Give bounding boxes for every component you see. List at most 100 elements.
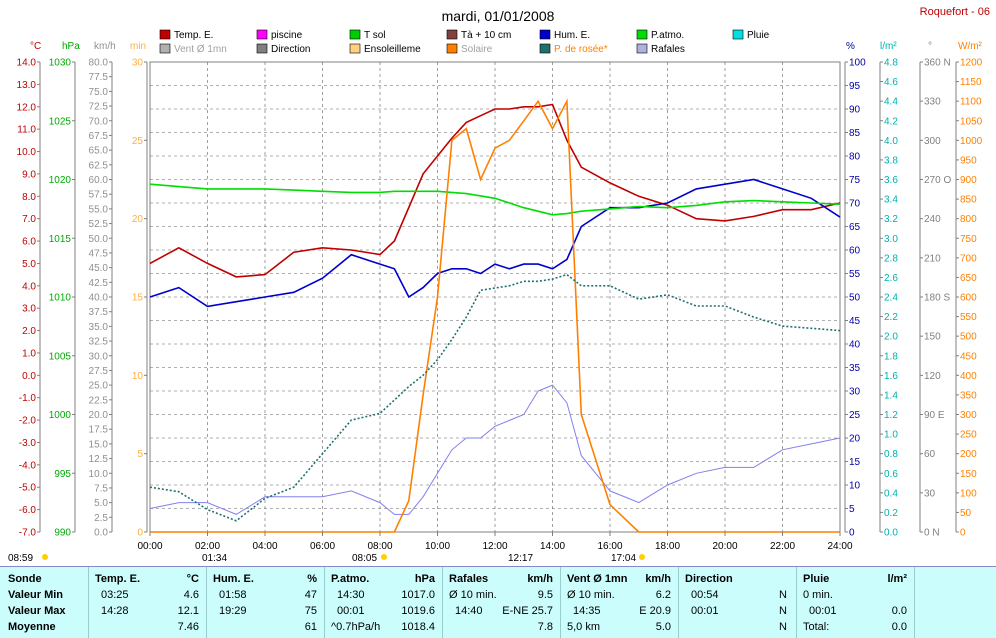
patmo-min-value: 1017.0: [401, 589, 435, 601]
temp-tick-label: 0.0: [22, 371, 36, 382]
wm2-tick-label: 850: [960, 195, 977, 206]
pct-tick-label: 5: [849, 504, 855, 515]
wm2-tick-label: 550: [960, 312, 977, 323]
rain-tick-label: 0.8: [884, 449, 898, 460]
legend-swatch: [636, 43, 648, 54]
legend-label: P. de rosée*: [554, 44, 608, 55]
pct-tick-label: 75: [849, 175, 861, 186]
legend-label: Ensoleilleme: [364, 44, 421, 55]
min-tick-label: 30: [132, 58, 144, 69]
patmo-max-value: 1019.6: [401, 605, 435, 617]
rain-tick-label: 1.4: [884, 390, 898, 401]
rafales-min-value: 9.5: [537, 589, 553, 601]
legend-label: Rafales: [651, 44, 685, 55]
direction-max-value: N: [779, 605, 787, 617]
wm2-tick-label: 150: [960, 469, 977, 480]
rain-axis-unit: l/m²: [880, 41, 897, 52]
pct-tick-label: 70: [849, 199, 861, 210]
rain-tick-label: 4.6: [884, 77, 898, 88]
pct-axis-unit: %: [846, 41, 855, 52]
x-tick-label: 20:00: [712, 541, 737, 552]
sun-icon: [42, 554, 48, 560]
min-tick-label: 5: [137, 449, 143, 460]
rain-tick-label: 3.0: [884, 234, 898, 245]
hpa-tick-label: 1010: [49, 293, 72, 304]
legend-label: piscine: [271, 30, 303, 41]
kmh-tick-label: 42.5: [89, 278, 109, 289]
kmh-tick-label: 80.0: [89, 58, 109, 69]
vent-max-value: E 20.9: [639, 605, 671, 617]
hum-min-time: 01:58: [219, 589, 247, 601]
wm2-tick-label: 600: [960, 293, 977, 304]
dir-tick-label: 240: [924, 214, 941, 225]
pct-tick-label: 85: [849, 128, 861, 139]
kmh-tick-label: 57.5: [89, 190, 109, 201]
axes: °C 14.0 13.0 12.0 11.0 10.0 9.0 8.0 7.0 6.0 5.0 4.0…: [17, 41, 983, 539]
dir-tick-label: 300: [924, 136, 941, 147]
temp-tick-label: -1.0: [19, 393, 37, 404]
pct-tick-label: 90: [849, 105, 861, 116]
wm2-tick-label: 1150: [960, 77, 982, 88]
legend-label: Vent Ø 1mn: [174, 44, 227, 55]
kmh-tick-label: 0.0: [94, 528, 108, 539]
rain-tick-label: 3.6: [884, 175, 898, 186]
kmh-tick-label: 22.5: [89, 395, 109, 406]
wm2-tick-label: 950: [960, 155, 977, 166]
patmo-unit: hPa: [414, 573, 435, 585]
kmh-tick-label: 52.5: [89, 219, 109, 230]
rafales-avg-value: 7.8: [537, 621, 553, 633]
row-label-min: Valeur Min: [8, 589, 64, 601]
kmh-tick-label: 30.0: [89, 351, 109, 362]
legend-swatch: [539, 43, 551, 54]
wm2-tick-label: 300: [960, 410, 977, 421]
legend-swatch: [446, 29, 458, 40]
hum-avg-value: 61: [304, 621, 317, 633]
temp-tick-label: 6.0: [22, 237, 36, 248]
wm2-tick-label: 450: [960, 351, 977, 362]
row-label-avg: Moyenne: [8, 621, 56, 633]
temp-avg-value: 7.46: [177, 621, 199, 633]
temp-min-value: 4.6: [183, 589, 199, 601]
legend-swatch: [732, 29, 744, 40]
x-tick-label: 04:00: [252, 541, 277, 552]
temp-tick-label: -2.0: [19, 416, 37, 427]
legend-label: Hum. E.: [554, 30, 590, 41]
kmh-axis-unit: km/h: [94, 41, 116, 52]
legend-swatch: [256, 43, 268, 54]
legend-swatch: [159, 43, 171, 54]
kmh-tick-label: 12.5: [89, 454, 109, 465]
hpa-tick-label: 995: [54, 469, 71, 480]
temp-header: Temp. E.: [95, 573, 141, 585]
stats-panel: Sonde Valeur Min Valeur Max Moyenne Temp…: [0, 566, 996, 638]
temp-max-value: 12.1: [177, 605, 199, 617]
rain-tick-label: 0.0: [884, 528, 898, 539]
kmh-tick-label: 32.5: [89, 337, 109, 348]
patmo-header: P.atmo.: [331, 573, 370, 585]
rafales-max-value: E-NE 25.7: [502, 605, 553, 617]
direction-min-value: N: [779, 589, 787, 601]
legend-swatch: [256, 29, 268, 40]
hpa-tick-label: 1020: [49, 175, 72, 186]
rain-tick-label: 0.4: [884, 488, 898, 499]
kmh-tick-label: 55.0: [89, 204, 109, 215]
temp-tick-label: 11.0: [17, 125, 36, 136]
dir-tick-label: 180 S: [924, 293, 950, 304]
pluie-max-value: 0.0: [891, 605, 907, 617]
wm2-tick-label: 800: [960, 214, 977, 225]
dir-axis-unit: °: [928, 41, 932, 52]
temp-tick-label: 3.0: [22, 304, 36, 315]
rain-tick-label: 3.2: [884, 214, 898, 225]
kmh-tick-label: 17.5: [89, 425, 109, 436]
pct-tick-label: 80: [849, 152, 861, 163]
rain-tick-label: 2.0: [884, 332, 898, 343]
dir-tick-label: 90 E: [924, 410, 945, 421]
legend-swatch: [539, 29, 551, 40]
sunrise-icon: [381, 554, 387, 560]
legend-label: Pluie: [747, 30, 770, 41]
temp-tick-label: -7.0: [19, 528, 37, 539]
x-tick-label: 16:00: [597, 541, 622, 552]
hum-max-time: 19:29: [219, 605, 247, 617]
rain-tick-label: 4.0: [884, 136, 898, 147]
kmh-tick-label: 40.0: [89, 293, 109, 304]
noon-label: 12:17: [508, 553, 533, 564]
